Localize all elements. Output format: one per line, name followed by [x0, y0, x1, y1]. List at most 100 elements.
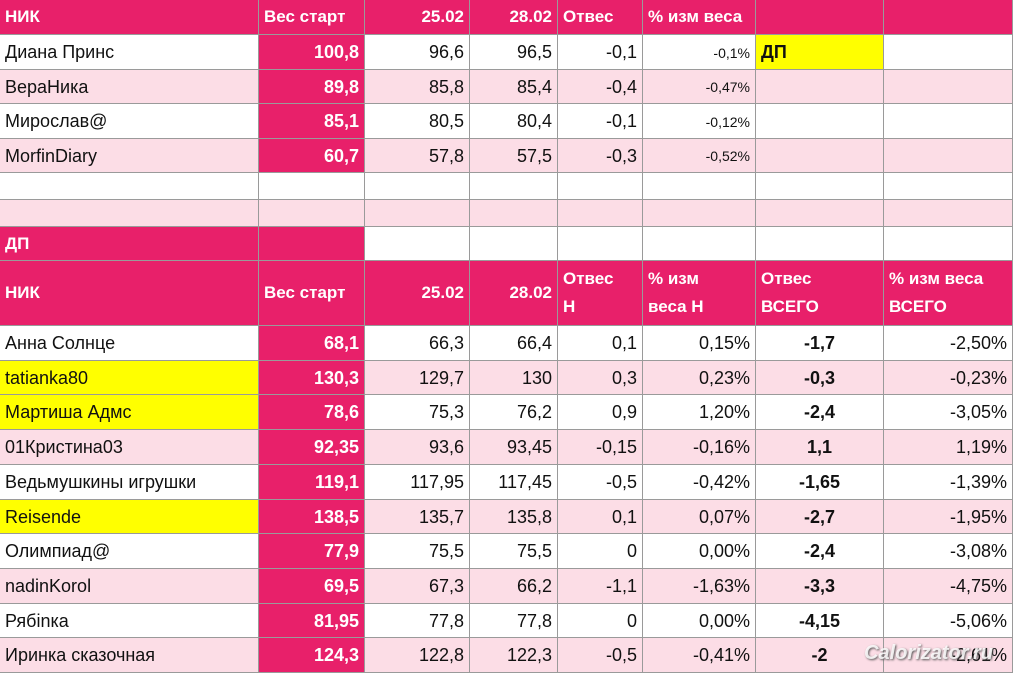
cell: 28.02 [470, 261, 558, 326]
cell: 67,3 [365, 569, 470, 604]
cell: 138,5 [259, 500, 365, 534]
cell: 25.02 [365, 261, 470, 326]
cell: -1,39% [884, 465, 1013, 500]
cell: НИК [0, 0, 259, 35]
cell: Диана Принс [0, 35, 259, 70]
cell: Олимпиад@ [0, 534, 259, 569]
empty-cell [756, 139, 884, 173]
cell: -4,15 [756, 604, 884, 638]
cell: 1,20% [643, 395, 756, 430]
cell: -0,1 [558, 104, 643, 139]
cell: -0,15 [558, 430, 643, 465]
cell: 1,19% [884, 430, 1013, 465]
cell: Отвес ВСЕГО [756, 261, 884, 326]
cell: -2,4 [756, 534, 884, 569]
cell: 66,2 [470, 569, 558, 604]
cell: 0,23% [643, 361, 756, 395]
cell: -3,08% [884, 534, 1013, 569]
cell: 57,8 [365, 139, 470, 173]
cell: -0,23% [884, 361, 1013, 395]
cell: -5,06% [884, 604, 1013, 638]
cell: 0,3 [558, 361, 643, 395]
empty-cell [365, 173, 470, 200]
cell: Вес старт [259, 261, 365, 326]
cell: ВераНика [0, 70, 259, 104]
cell: 122,8 [365, 638, 470, 673]
empty-cell [756, 104, 884, 139]
cell: -3,3 [756, 569, 884, 604]
cell: -0,12% [643, 104, 756, 139]
cell: 69,5 [259, 569, 365, 604]
cell: -2,50% [884, 326, 1013, 361]
cell: 77,9 [259, 534, 365, 569]
empty-cell [558, 227, 643, 261]
cell: 66,3 [365, 326, 470, 361]
cell: 135,8 [470, 500, 558, 534]
cell: -4,75% [884, 569, 1013, 604]
cell: 119,1 [259, 465, 365, 500]
cell: -0,41% [643, 638, 756, 673]
cell: -1,1 [558, 569, 643, 604]
empty-cell [0, 200, 259, 227]
cell: 129,7 [365, 361, 470, 395]
cell: -1,7 [756, 326, 884, 361]
cell: Анна Солнце [0, 326, 259, 361]
cell: 78,6 [259, 395, 365, 430]
empty-cell [470, 200, 558, 227]
empty-cell [884, 227, 1013, 261]
cell: 0,15% [643, 326, 756, 361]
watermark: Calorizator.ru [864, 642, 993, 664]
empty-cell [643, 173, 756, 200]
cell: -2,4 [756, 395, 884, 430]
cell: Вес старт [259, 0, 365, 35]
cell: 96,6 [365, 35, 470, 70]
cell: -0,5 [558, 638, 643, 673]
cell: -2 [756, 638, 884, 673]
cell: -0,1 [558, 35, 643, 70]
empty-cell [0, 173, 259, 200]
empty-cell [884, 139, 1013, 173]
cell: ДП [756, 35, 884, 70]
cell: -1,65 [756, 465, 884, 500]
cell: -0,1% [643, 35, 756, 70]
cell: 0 [558, 604, 643, 638]
cell: 124,3 [259, 638, 365, 673]
cell: 92,35 [259, 430, 365, 465]
cell: nadinKorol [0, 569, 259, 604]
empty-cell [259, 200, 365, 227]
cell: 25.02 [365, 0, 470, 35]
empty-cell [259, 227, 365, 261]
empty-cell [756, 0, 884, 35]
cell: 75,5 [470, 534, 558, 569]
cell: 100,8 [259, 35, 365, 70]
cell: 66,4 [470, 326, 558, 361]
cell: 0,1 [558, 326, 643, 361]
cell: 57,5 [470, 139, 558, 173]
empty-cell [884, 35, 1013, 70]
empty-cell [884, 200, 1013, 227]
cell: 117,95 [365, 465, 470, 500]
cell: 0,00% [643, 604, 756, 638]
cell: 135,7 [365, 500, 470, 534]
cell: 28.02 [470, 0, 558, 35]
cell: 0,9 [558, 395, 643, 430]
empty-cell [756, 227, 884, 261]
cell: 96,5 [470, 35, 558, 70]
empty-cell [643, 200, 756, 227]
cell: MorfinDiary [0, 139, 259, 173]
cell: 75,3 [365, 395, 470, 430]
cell: -3,05% [884, 395, 1013, 430]
cell: 130,3 [259, 361, 365, 395]
cell: 60,7 [259, 139, 365, 173]
cell: Reisende [0, 500, 259, 534]
empty-cell [884, 70, 1013, 104]
cell: -0,47% [643, 70, 756, 104]
cell: 0 [558, 534, 643, 569]
cell: Иринка сказочная [0, 638, 259, 673]
empty-cell [884, 0, 1013, 35]
cell: 0,07% [643, 500, 756, 534]
cell: -0,5 [558, 465, 643, 500]
cell: % изм веса ВСЕГО [884, 261, 1013, 326]
cell: -0,42% [643, 465, 756, 500]
